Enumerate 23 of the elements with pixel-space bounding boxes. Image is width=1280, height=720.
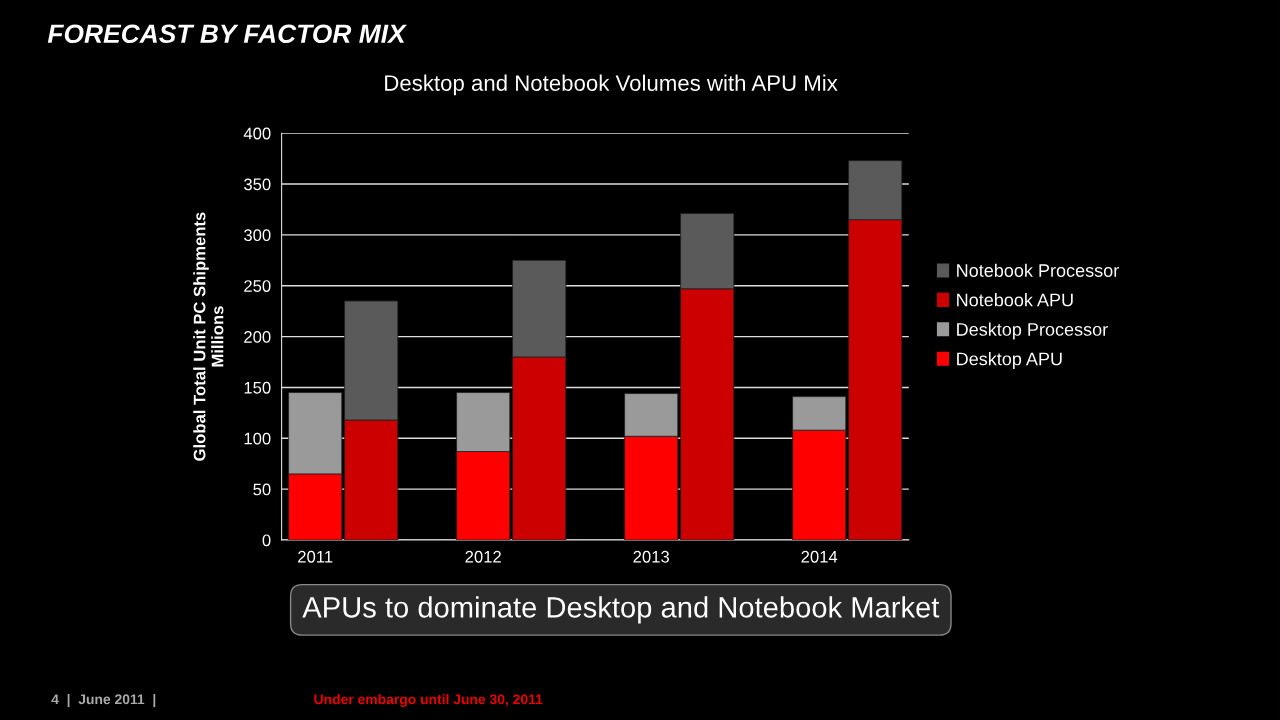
y-tick-label: 200 — [244, 331, 271, 343]
y-tick-label: 0 — [262, 534, 271, 547]
legend-label: Desktop Processor — [957, 322, 1108, 340]
x-tick-label: 2011 — [298, 550, 333, 563]
y-tick-label: 50 — [253, 483, 271, 496]
y-tick-label: 100 — [244, 432, 271, 445]
y-tick-label: 250 — [244, 280, 271, 292]
chart-subtitle: Desktop and Notebook Volumes with APU Mix — [385, 74, 838, 96]
y-axis-title: Global Total Unit PC Shipments Millions — [193, 212, 224, 461]
x-tick-label: 2013 — [633, 550, 670, 563]
legend-label: Notebook APU — [957, 293, 1073, 307]
y-tick-label: 300 — [244, 229, 271, 242]
chart-title: FORECAST BY FACTOR MIX — [47, 24, 407, 44]
x-tick-label: 2014 — [801, 550, 838, 563]
text: Under embargo until June 30, 2011 — [314, 694, 543, 708]
x-tick-label: 2012 — [465, 550, 501, 563]
legend-label: Notebook Processor — [957, 263, 1119, 277]
legend-label: Desktop APU — [957, 352, 1062, 369]
y-tick-label: 350 — [244, 178, 271, 191]
text: 4 | June 2011 | — [51, 693, 156, 708]
y-tick-label: 400 — [243, 127, 271, 140]
y-tick-label: 150 — [244, 381, 271, 394]
text: APUs to dominate Desktop and Notebook Market — [302, 596, 940, 624]
